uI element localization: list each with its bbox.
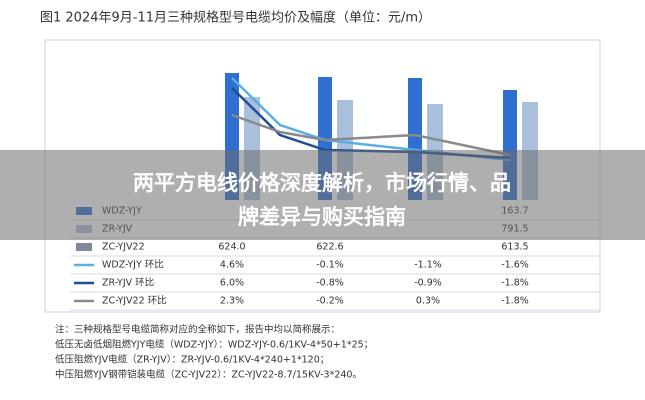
banner-overlay — [0, 150, 645, 240]
cell: -0.2% — [316, 296, 344, 307]
legend-swatch — [76, 243, 92, 251]
cell: 624.0 — [218, 242, 245, 253]
cell: -1.1% — [414, 260, 442, 271]
banner-line: 牌差异与购买指南 — [238, 205, 406, 229]
cell: -1.8% — [501, 296, 529, 307]
cell: -0.9% — [414, 278, 442, 289]
cell: -1.8% — [501, 278, 529, 289]
notes: 注：三种规格型号电缆简称对应的全称如下，报告中均以简称展示： 低压无卤低烟阻燃YJ… — [55, 324, 373, 381]
cell: -1.6% — [501, 260, 529, 271]
cell: 613.5 — [501, 242, 528, 253]
row-label: ZC-YJV22 环比 — [102, 295, 167, 307]
note-line: 注：三种规格型号电缆简称对应的全称如下，报告中均以简称展示： — [55, 324, 340, 336]
line — [231, 113, 511, 157]
figure-title: 图1 2024年9月-11月三种规格型号电缆均价及幅度（单位：元/m） — [40, 10, 431, 26]
banner-line: 两平方电线价格深度解析，市场行情、品 — [133, 171, 511, 195]
row-label: ZR-YJV 环比 — [102, 277, 154, 289]
note-line: 低压阻燃YJV电缆（ZR-YJV）：ZR-YJV-0.6/1KV-4*240+1… — [55, 354, 329, 366]
row-label: WDZ-YJY 环比 — [102, 259, 164, 271]
row-label: ZC-YJV22 — [102, 242, 145, 253]
note-line: 中压阻燃YJV钢带铠装电缆（ZC-YJV22）：ZC-YJV22-8.7/15K… — [55, 369, 362, 381]
cell: -0.1% — [316, 260, 344, 271]
cell: 0.3% — [416, 296, 440, 307]
cell: 4.6% — [220, 260, 244, 271]
note-line: 低压无卤低烟阻燃YJY电缆（WDZ-YJY）：WDZ-YJY-0.6/1KV-4… — [55, 339, 373, 351]
cell: 6.0% — [220, 278, 244, 289]
cell: -0.8% — [316, 278, 344, 289]
cell: 2.3% — [220, 296, 244, 307]
cell: 622.6 — [316, 242, 343, 253]
